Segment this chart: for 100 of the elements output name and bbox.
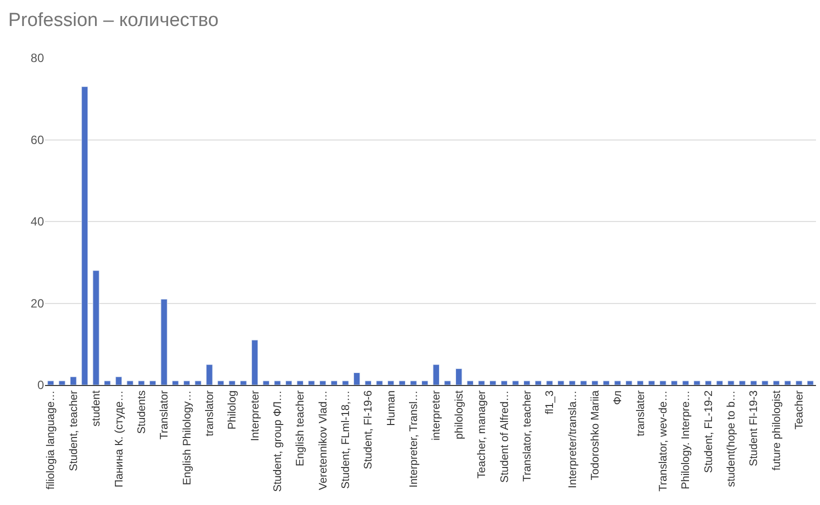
bar — [738, 380, 746, 385]
bar — [319, 380, 326, 385]
bar — [670, 380, 678, 385]
bar — [568, 380, 576, 385]
x-tick-label: Human — [385, 390, 398, 426]
x-tick-label: Student, teacher — [68, 390, 80, 472]
bar — [330, 380, 338, 385]
bar — [478, 380, 485, 385]
x-tick-label: Student of Alfred… — [498, 390, 511, 483]
x-tick-label: filiologia language… — [45, 390, 58, 490]
bar — [534, 380, 542, 385]
x-tick-label: Todoroshko Mariia — [589, 390, 602, 480]
bar — [149, 380, 156, 385]
x-tick-label: Interpreter/transla… — [566, 390, 579, 488]
x-tick-label: translator — [204, 390, 216, 436]
bar — [580, 380, 587, 385]
bar — [648, 380, 655, 385]
x-tick-label: Translator — [158, 390, 171, 440]
bar — [104, 380, 111, 385]
x-tick-label: translater — [634, 390, 647, 436]
bar — [716, 380, 723, 385]
bar — [694, 380, 700, 385]
bar — [58, 380, 66, 385]
chart-title: Profession – количество — [8, 10, 219, 31]
bar — [240, 380, 247, 385]
bar — [421, 380, 428, 385]
bar — [614, 380, 621, 385]
bar — [750, 380, 758, 385]
bar — [784, 380, 792, 385]
bar — [228, 380, 236, 385]
bar — [138, 380, 145, 385]
bar — [262, 380, 270, 385]
bar — [81, 86, 88, 385]
bar — [796, 380, 802, 385]
bar — [353, 372, 360, 385]
x-tick-label: fl1_3 — [544, 390, 556, 414]
bar — [115, 376, 122, 385]
x-tick-label: Students — [136, 390, 148, 434]
bar — [512, 380, 519, 385]
x-tick-label: future philologist — [770, 390, 783, 471]
bar — [455, 368, 462, 385]
bar — [500, 380, 508, 385]
x-tick-label: Teacher — [794, 390, 806, 430]
x-tick-label: Student, FLml-18,… — [340, 390, 352, 489]
y-tick-label: 40 — [30, 214, 44, 229]
bar — [682, 380, 689, 385]
x-tick-label: Фл — [612, 390, 624, 405]
bar — [70, 376, 77, 385]
bar — [126, 380, 134, 385]
bar — [308, 380, 315, 385]
bar — [217, 380, 224, 385]
x-tick-label: Student, Fl-19-6 — [362, 390, 375, 470]
y-tick-label: 60 — [30, 132, 44, 147]
bar — [410, 380, 417, 385]
bar — [636, 380, 644, 385]
bar — [285, 380, 292, 385]
bar — [489, 380, 496, 385]
bar — [704, 380, 712, 385]
bar — [558, 380, 564, 385]
x-tick-label: philologist — [453, 390, 466, 440]
x-tick-label: Student, group ФЛ… — [272, 390, 284, 492]
x-tick-label: Philology. Interpre… — [680, 390, 692, 490]
bar — [172, 380, 179, 385]
x-tick-label: Veretennikov Vlad… — [317, 390, 330, 490]
bar — [194, 380, 202, 385]
bar — [206, 364, 213, 385]
bar — [466, 380, 474, 385]
bar — [592, 380, 598, 385]
bar — [296, 380, 304, 385]
x-tick-label: Student Fl-19-3 — [748, 390, 760, 466]
bar — [660, 380, 666, 385]
bar — [546, 380, 553, 385]
bar — [251, 340, 258, 385]
bar — [364, 380, 372, 385]
bar — [398, 380, 406, 385]
bar — [602, 380, 610, 385]
bar — [387, 380, 394, 385]
x-tick-label: Панина К. (студе… — [113, 390, 126, 488]
bar — [806, 380, 814, 385]
x-tick-label: Student, FL-19-2 — [702, 390, 715, 473]
x-tick-label: Interpreter, Transl… — [408, 390, 420, 488]
bar — [376, 380, 383, 385]
bar — [274, 380, 281, 385]
bar — [432, 364, 440, 385]
bar — [762, 380, 768, 385]
bar — [772, 380, 780, 385]
bar — [47, 380, 54, 385]
x-tick-label: Interpreter — [249, 390, 262, 442]
y-tick-label: 80 — [30, 51, 44, 66]
y-tick-label: 0 — [37, 378, 44, 392]
x-tick-label: English Philology… — [181, 390, 194, 486]
bar — [444, 380, 451, 385]
x-tick-label: English teacher — [294, 390, 307, 466]
bar — [342, 380, 349, 385]
y-tick-label: 20 — [30, 296, 44, 310]
bar — [160, 298, 168, 385]
bar — [183, 380, 190, 385]
bar — [728, 380, 734, 385]
x-tick-label: student — [90, 390, 103, 426]
x-tick-label: Philolog — [226, 390, 239, 430]
